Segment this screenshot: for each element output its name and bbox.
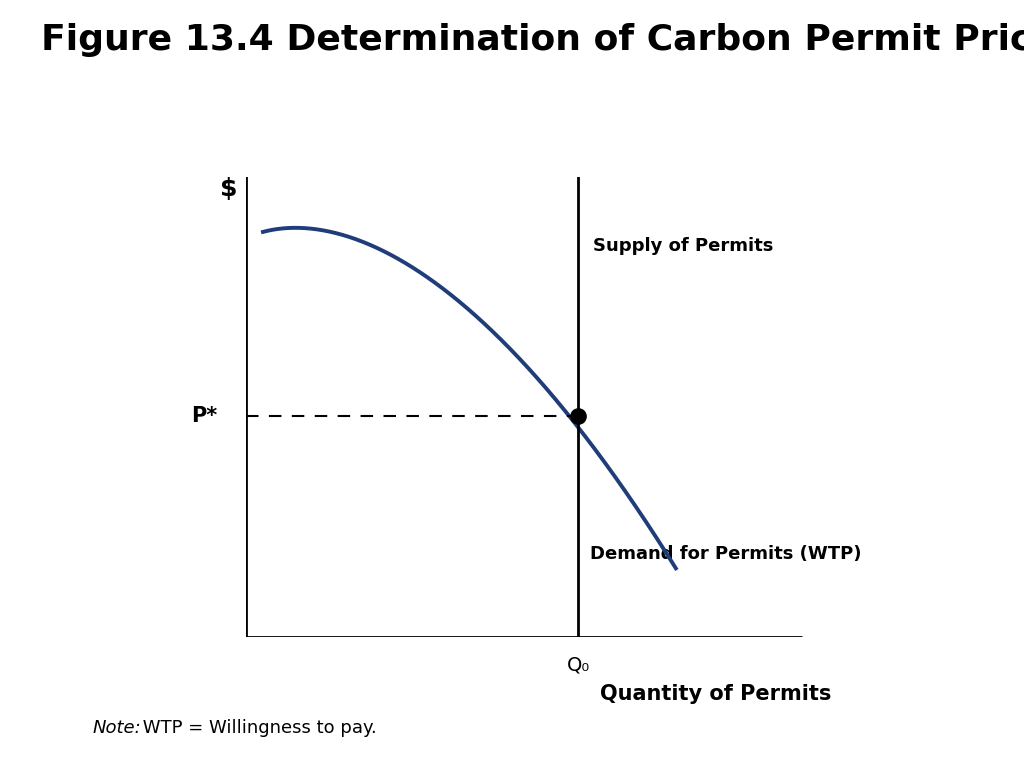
Text: WTP = Willingness to pay.: WTP = Willingness to pay. xyxy=(137,720,377,737)
Text: P*: P* xyxy=(190,406,217,426)
Text: Demand for Permits (WTP): Demand for Permits (WTP) xyxy=(590,545,861,563)
Text: Note:: Note: xyxy=(92,720,141,737)
Text: $: $ xyxy=(220,177,238,200)
Text: Figure 13.4 Determination of Carbon Permit Price: Figure 13.4 Determination of Carbon Perm… xyxy=(41,23,1024,57)
Text: Supply of Permits: Supply of Permits xyxy=(593,237,773,255)
Text: Q₀: Q₀ xyxy=(566,656,590,675)
Text: Quantity of Permits: Quantity of Permits xyxy=(600,684,831,703)
